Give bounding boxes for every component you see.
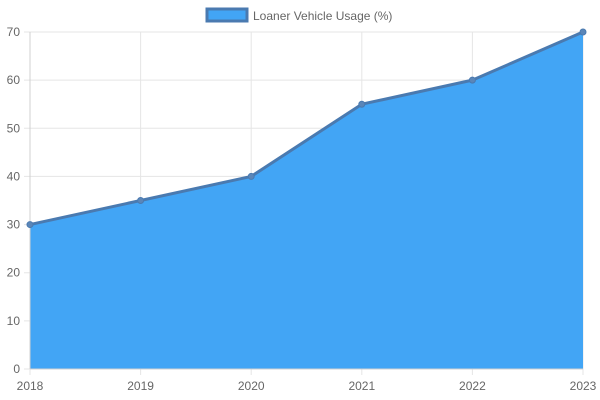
data-point[interactable]	[579, 28, 587, 36]
y-tick-label: 20	[7, 266, 21, 280]
series-area-fill	[30, 32, 583, 369]
axes: 0 10 20 30 40 50 60 70 2018 2019 2020 2021 2022 2023	[7, 25, 597, 393]
y-tick-label: 50	[7, 121, 21, 135]
x-tick-label: 2023	[570, 379, 597, 393]
series-line	[29, 30, 584, 227]
data-points	[26, 28, 587, 229]
data-point[interactable]	[247, 172, 255, 180]
y-tick-label: 60	[7, 73, 21, 87]
data-point[interactable]	[26, 221, 34, 229]
y-tick-label: 40	[7, 169, 21, 183]
y-tick-label: 0	[13, 362, 20, 376]
legend[interactable]: Loaner Vehicle Usage (%)	[205, 7, 392, 23]
series-area-layer	[29, 30, 584, 369]
x-tick-label: 2019	[127, 379, 154, 393]
y-tick-label: 70	[7, 25, 21, 39]
x-tick-label: 2020	[238, 379, 265, 393]
x-tick-label: 2022	[459, 379, 486, 393]
data-point[interactable]	[468, 76, 476, 84]
legend-swatch[interactable]	[205, 7, 249, 23]
x-tick-label: 2018	[17, 379, 44, 393]
data-point[interactable]	[358, 100, 366, 108]
legend-label[interactable]: Loaner Vehicle Usage (%)	[253, 9, 392, 23]
y-tick-label: 30	[7, 218, 21, 232]
y-tick-label: 10	[7, 314, 21, 328]
data-point[interactable]	[137, 197, 145, 204]
x-tick-label: 2021	[348, 379, 375, 393]
